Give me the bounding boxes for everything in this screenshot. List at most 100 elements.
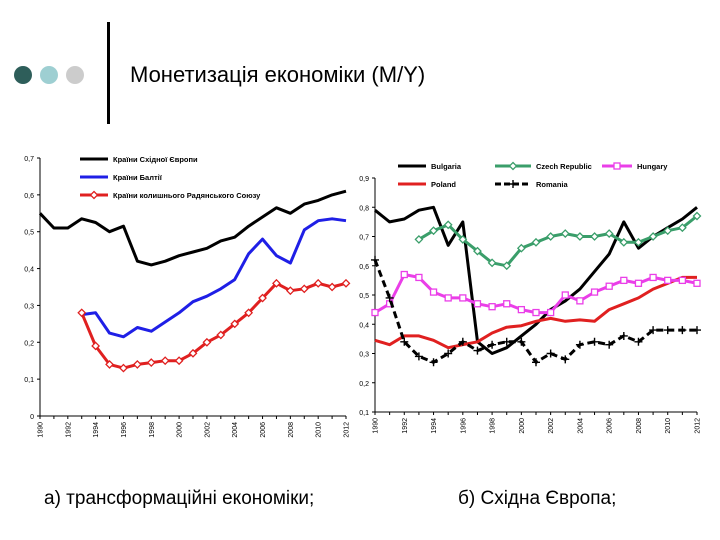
bullet-dot-grey xyxy=(66,66,84,84)
legend-marker xyxy=(508,161,518,171)
legend-label: Країни Балтії xyxy=(113,173,163,182)
series-line-країни-колишнього-радянського-союзу xyxy=(80,281,347,370)
x-tick-label: 2008 xyxy=(636,418,643,434)
data-point xyxy=(216,330,226,340)
data-point xyxy=(663,226,673,236)
y-tick-label: 0 xyxy=(30,414,34,421)
legend-label: Czech Republic xyxy=(536,162,592,171)
data-point xyxy=(561,355,570,364)
x-tick-label: 2006 xyxy=(607,418,614,434)
x-tick-label: 2002 xyxy=(548,418,555,434)
data-point xyxy=(443,220,453,230)
x-tick-label: 2010 xyxy=(665,418,672,434)
data-point xyxy=(531,237,541,247)
x-tick-label: 1994 xyxy=(431,418,438,434)
data-point xyxy=(560,229,570,238)
data-point xyxy=(488,340,497,349)
legend-label: Poland xyxy=(431,180,456,189)
data-point xyxy=(502,337,511,346)
x-tick-label: 1996 xyxy=(121,422,128,438)
data-point xyxy=(576,297,584,305)
data-point xyxy=(619,331,628,340)
x-tick-label: 2004 xyxy=(232,422,239,438)
data-point xyxy=(77,308,87,318)
data-point xyxy=(502,261,512,271)
series-line-bulgaria xyxy=(374,205,698,355)
data-point xyxy=(188,348,198,358)
data-point xyxy=(649,273,657,282)
data-point xyxy=(678,326,687,335)
data-point xyxy=(91,341,101,351)
data-point xyxy=(619,237,629,247)
legend-marker xyxy=(509,180,517,188)
bullet-dot-dark xyxy=(14,66,32,84)
data-point xyxy=(105,359,114,369)
data-point xyxy=(620,276,628,285)
x-tick-label: 1992 xyxy=(402,418,409,434)
data-point xyxy=(546,232,556,241)
chart-eastern-europe: 0,1 0,2 0,3 0,4 0,5 0,6 0,7 0,8 0,9 1990 1992 1994 1… xyxy=(359,161,702,434)
y-tick-label: 0,6 xyxy=(24,193,34,200)
data-point xyxy=(429,226,438,236)
data-point xyxy=(604,229,614,238)
legend-marker xyxy=(613,162,621,170)
data-point xyxy=(272,278,281,288)
data-point xyxy=(119,363,128,373)
data-point xyxy=(174,356,184,366)
x-tick-label: 1990 xyxy=(373,418,380,434)
y-tick-label: 0,4 xyxy=(359,322,369,329)
series-line-країни-східної-європи xyxy=(38,189,347,267)
data-point xyxy=(414,352,423,361)
caption-left: а) трансформаційні економіки; xyxy=(44,488,315,509)
data-point xyxy=(327,282,337,292)
data-point xyxy=(285,286,295,296)
data-point xyxy=(634,237,643,247)
data-point xyxy=(634,337,643,346)
y-tick-label: 0,2 xyxy=(359,381,369,388)
data-point xyxy=(444,349,453,358)
series-line-hungary xyxy=(374,273,698,315)
series-line-poland xyxy=(374,275,697,350)
legend-marker xyxy=(89,190,99,200)
x-tick-label: 2002 xyxy=(204,422,211,438)
data-point xyxy=(663,326,672,335)
data-point xyxy=(429,288,438,296)
data-point xyxy=(516,243,526,253)
data-point xyxy=(648,232,658,241)
y-tick-label: 0,3 xyxy=(24,303,34,310)
y-tick-label: 0,7 xyxy=(359,235,369,242)
chart-transformation-economies: 0 0,1 0,2 0,3 0,4 0,5 0,6 0,7 1990 1992 1994 1996 19… xyxy=(24,155,351,438)
y-tick-label: 0,9 xyxy=(359,176,369,183)
y-tick-label: 0,7 xyxy=(24,156,34,163)
data-point xyxy=(341,278,351,288)
data-point xyxy=(160,356,170,366)
data-point xyxy=(415,273,423,282)
y-tick-label: 0,5 xyxy=(24,230,34,237)
data-point xyxy=(649,326,658,335)
x-tick-label: 2004 xyxy=(577,418,584,434)
data-point xyxy=(244,308,254,318)
data-point xyxy=(473,300,482,308)
data-point xyxy=(575,340,584,349)
data-point xyxy=(517,305,526,314)
y-tick-label: 0,6 xyxy=(359,264,369,271)
data-point xyxy=(458,235,468,244)
data-point xyxy=(202,337,212,347)
x-tick-label: 1992 xyxy=(65,422,72,438)
y-tick-label: 0,3 xyxy=(359,352,369,359)
data-point xyxy=(230,319,240,329)
data-point xyxy=(561,291,569,299)
data-point xyxy=(532,308,540,317)
x-tick-label: 2010 xyxy=(316,422,323,438)
data-point xyxy=(429,358,438,367)
data-point xyxy=(132,359,142,369)
data-point xyxy=(503,300,511,308)
data-point xyxy=(546,349,555,358)
series-line-країни-балтії xyxy=(81,217,347,339)
data-point xyxy=(692,211,702,221)
x-tick-label: 1998 xyxy=(149,422,156,438)
y-tick-label: 0,1 xyxy=(359,410,369,417)
data-point xyxy=(258,293,267,303)
data-point xyxy=(313,278,323,288)
legend-label: Країни Східної Європи xyxy=(113,155,198,164)
